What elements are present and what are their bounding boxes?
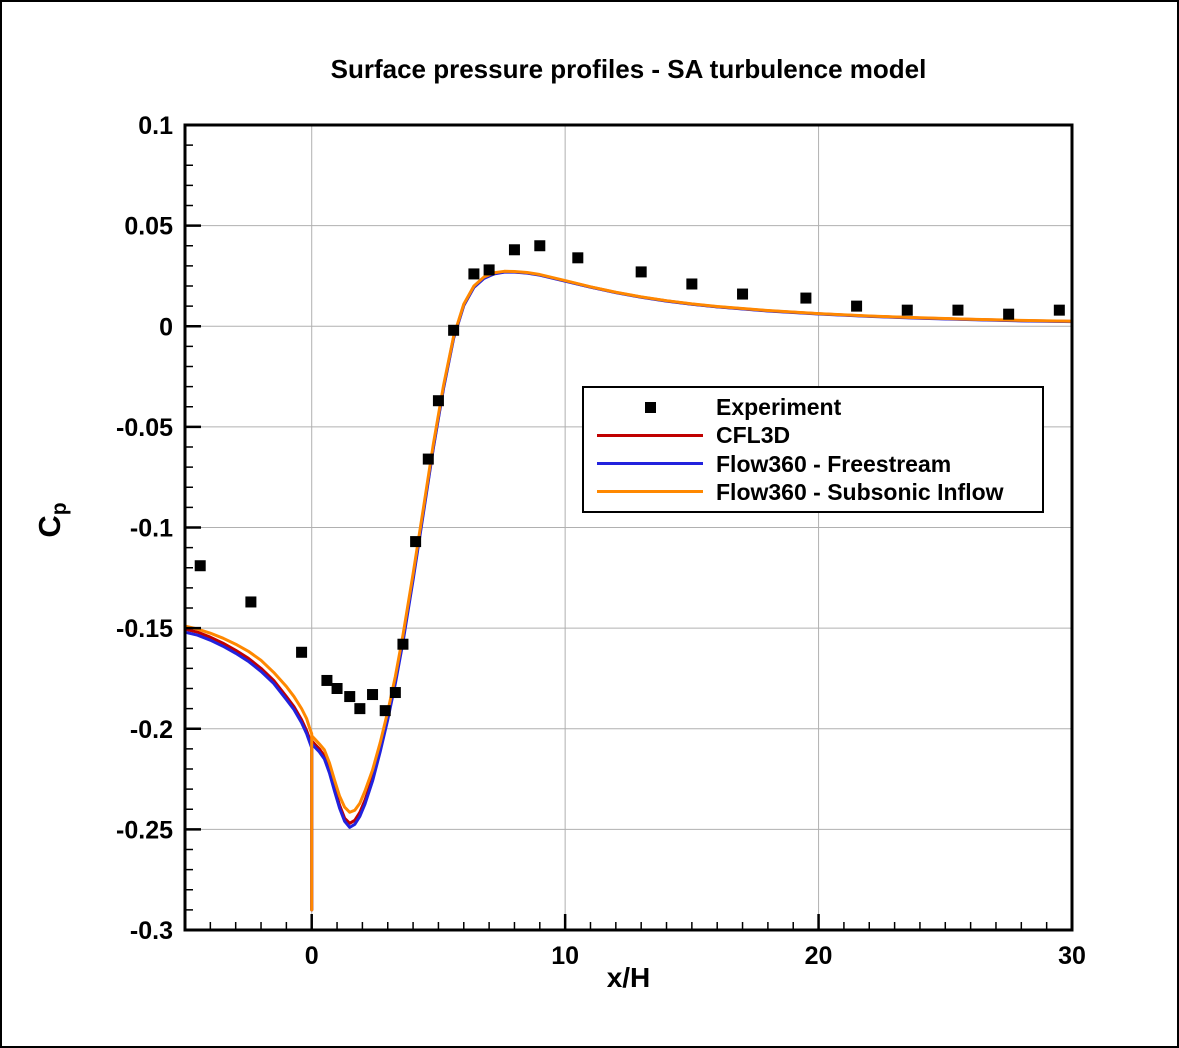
legend-item-experiment: Experiment: [584, 393, 1042, 421]
experiment-point: [389, 687, 401, 699]
experiment-point: [952, 304, 964, 316]
chart-title: Surface pressure profiles - SA turbulenc…: [330, 54, 927, 84]
y-tick-label: -0.15: [116, 615, 173, 643]
experiment-point: [468, 268, 480, 280]
legend-item-cfl3d: CFL3D: [584, 421, 1042, 449]
x-tick-label: 20: [805, 942, 833, 970]
x-axis-label: x/H: [606, 962, 651, 993]
line-sample-icon: [597, 490, 703, 494]
y-axis-label-main: C: [32, 515, 67, 538]
legend-item-flow360-freestream: Flow360 - Freestream: [584, 450, 1042, 478]
experiment-point: [508, 244, 520, 256]
y-axis-label: Cp: [32, 482, 72, 558]
experiment-point: [321, 674, 333, 686]
series-line: [183, 270, 1074, 912]
legend-box: Experiment CFL3D Flow360 - Freestream Fl…: [582, 386, 1044, 513]
y-tick-label: -0.2: [130, 716, 173, 744]
experiment-point: [686, 278, 698, 290]
series-line: [183, 270, 1074, 912]
experiment-point: [1003, 308, 1015, 320]
legend-label-cfl3d: CFL3D: [716, 422, 791, 449]
experiment-point: [800, 292, 812, 304]
legend-label-flow360-freestream: Flow360 - Freestream: [716, 450, 952, 477]
experiment-point: [367, 689, 379, 701]
y-tick-label: 0.05: [124, 213, 173, 241]
square-marker-icon: [644, 401, 656, 413]
x-tick-label: 10: [551, 942, 579, 970]
y-tick-label: 0.1: [138, 112, 173, 140]
legend-label-experiment: Experiment: [716, 394, 842, 421]
experiment-point: [851, 300, 863, 312]
experiment-point: [572, 252, 584, 264]
legend-sample-experiment-marker: [584, 401, 716, 413]
x-tick-label: 0: [305, 942, 319, 970]
y-tick-label: -0.25: [116, 816, 173, 844]
experiment-point: [483, 264, 495, 276]
experiment-point: [635, 266, 647, 278]
experiment-point: [331, 683, 343, 694]
experiment-point: [534, 240, 546, 252]
y-axis-label-sub: p: [48, 502, 71, 516]
experiment-point: [422, 453, 434, 465]
experiment-point: [354, 703, 366, 715]
experiment-point: [737, 288, 749, 300]
legend-sample-cfl3d-line: [584, 433, 716, 437]
y-tick-label: -0.3: [130, 917, 173, 945]
line-sample-icon: [597, 462, 703, 466]
y-tick-label: -0.1: [130, 515, 173, 543]
experiment-point: [448, 324, 460, 336]
experiment-point: [432, 395, 444, 407]
y-tick-label: -0.05: [116, 414, 173, 442]
experiment-point: [344, 691, 356, 703]
experiment-point: [397, 638, 409, 650]
x-tick-label: 30: [1058, 942, 1086, 970]
experiment-point: [296, 646, 308, 658]
legend-item-flow360-subsonic-inflow: Flow360 - Subsonic Inflow: [584, 478, 1042, 506]
experiment-point: [901, 304, 913, 316]
legend-sample-freestream-line: [584, 462, 716, 466]
legend-label-flow360-subsonic-inflow: Flow360 - Subsonic Inflow: [716, 478, 1004, 505]
series-line: [183, 269, 1074, 912]
line-sample-icon: [597, 433, 703, 437]
experiment-point: [245, 596, 257, 608]
experiment-point: [410, 536, 422, 548]
legend-sample-subsonic-line: [584, 490, 716, 494]
experiment-point: [194, 560, 206, 572]
experiment-point: [379, 705, 391, 717]
y-tick-label: 0: [159, 313, 173, 341]
experiment-point: [1053, 304, 1065, 316]
